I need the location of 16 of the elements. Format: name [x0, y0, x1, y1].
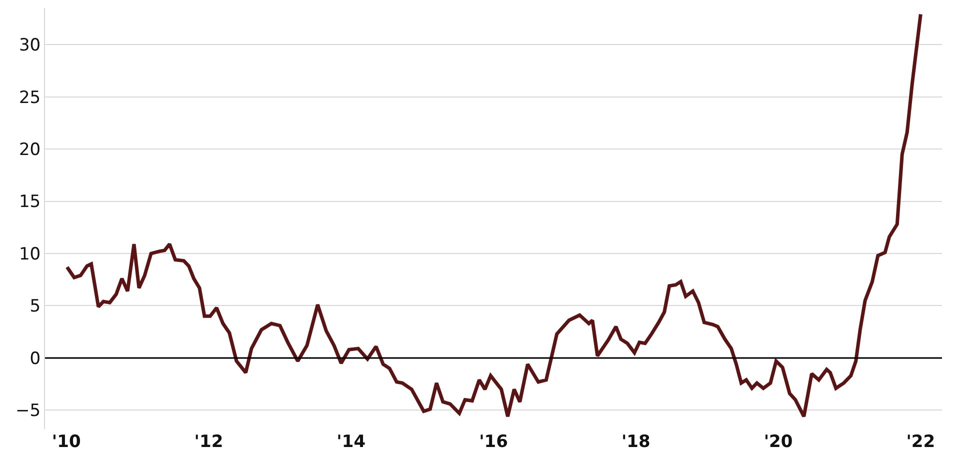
y-tick-label: 30: [18, 36, 41, 56]
line-series: [65, 12, 922, 418]
y-tick-label: 0: [30, 348, 41, 369]
y-tick-label: −5: [16, 401, 41, 422]
x-tick-label: '20: [764, 432, 793, 452]
y-tick-label: 20: [18, 140, 41, 160]
x-tick-label: '12: [194, 432, 224, 452]
x-tick-label: '18: [621, 432, 650, 452]
y-tick-label: 25: [18, 88, 41, 108]
x-tick-label: '14: [336, 432, 366, 452]
y-tick-label: 15: [18, 192, 41, 212]
y-tick-label: 10: [18, 244, 41, 264]
x-tick-label: '10: [52, 432, 81, 452]
x-tick-label: '16: [479, 432, 508, 452]
y-tick-label: 5: [30, 296, 41, 317]
x-tick-label: '22: [906, 432, 936, 452]
